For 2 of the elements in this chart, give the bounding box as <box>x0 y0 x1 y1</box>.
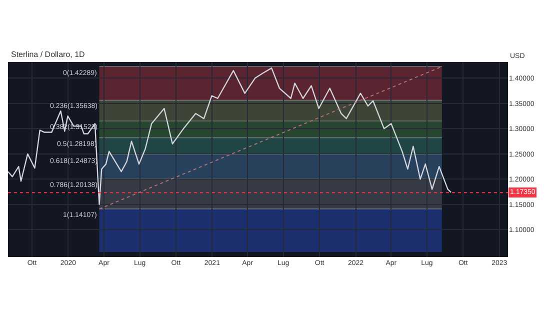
line-series <box>8 67 452 206</box>
chart-title: Sterlina / Dollaro, 1D <box>11 50 86 59</box>
